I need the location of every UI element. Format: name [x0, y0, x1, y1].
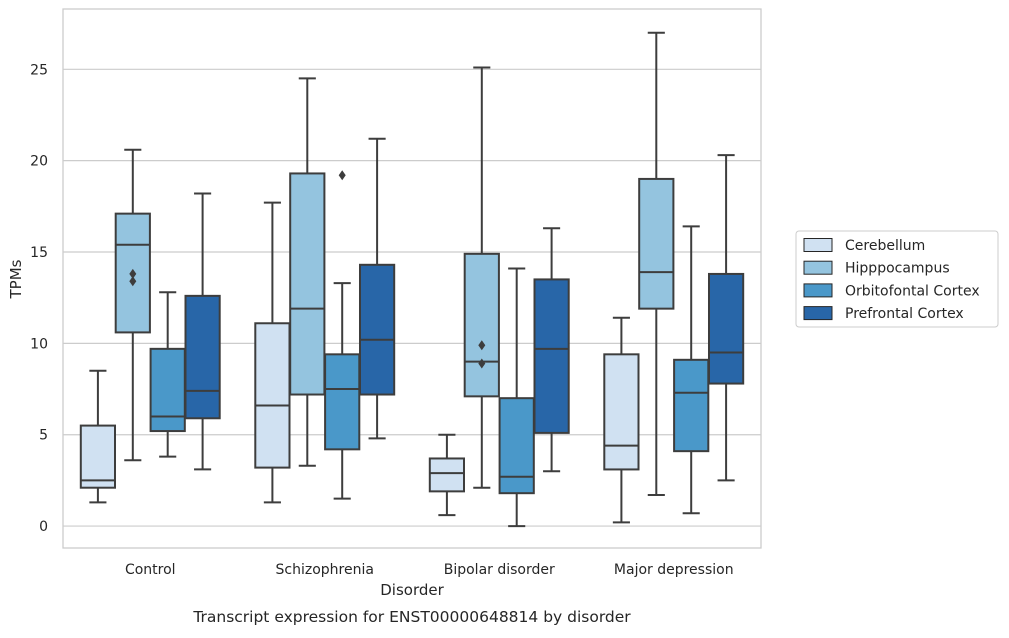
- outlier-point: [129, 268, 137, 279]
- x-axis-ticks: Control Schizophrenia Bipolar disorder Majo…: [125, 562, 734, 578]
- x-tick-label: Major depression: [614, 562, 734, 578]
- box-cerebellum-1: [254, 201, 291, 504]
- y-tick-label: 0: [39, 519, 48, 535]
- box-iqr: [603, 353, 640, 471]
- box-iqr: [149, 347, 186, 433]
- legend-swatch: [803, 260, 833, 275]
- y-tick-label: 5: [39, 428, 48, 444]
- box-iqr: [358, 263, 396, 396]
- box-cerebellum-2: [428, 433, 466, 517]
- box-iqr: [254, 322, 291, 469]
- box-iqr: [463, 252, 500, 398]
- box-iqr: [428, 457, 466, 493]
- chart-caption: Transcript expression for ENST0000064881…: [192, 608, 631, 626]
- outlier-point: [129, 276, 137, 287]
- box-iqr: [184, 294, 221, 420]
- box-orbitofontal-cortex-3: [673, 225, 710, 515]
- legend: Cerebellum Hipppocampus Orbitofontal Corte…: [795, 230, 999, 328]
- legend-label: Orbitofontal Cortex: [845, 283, 980, 299]
- legend-swatch: [803, 238, 833, 252]
- box-orbitofontal-cortex-1: [324, 170, 361, 500]
- box-orbitofontal-cortex-0: [149, 291, 186, 458]
- y-tick-label: 20: [30, 154, 48, 170]
- box-iqr: [707, 272, 745, 385]
- outlier-point: [478, 340, 486, 351]
- box-iqr: [498, 397, 535, 495]
- box-hipppocampus-3: [638, 31, 675, 497]
- x-tick-label: Control: [125, 562, 176, 578]
- legend-items: Cerebellum Hipppocampus Orbitofontal Corte…: [803, 238, 980, 322]
- grid-lines: [63, 68, 761, 527]
- y-axis-ticks: 0 5 10 15 20 25: [30, 62, 48, 535]
- box-iqr: [79, 424, 117, 489]
- box-hipppocampus-1: [289, 77, 326, 467]
- x-tick-label: Schizophrenia: [276, 562, 374, 578]
- box-prefrontal-cortex-2: [533, 227, 570, 473]
- y-tick-label: 10: [30, 336, 48, 352]
- box-iqr: [533, 278, 570, 434]
- legend-swatch: [803, 283, 833, 298]
- box-iqr: [638, 177, 675, 310]
- outlier-point: [338, 170, 346, 181]
- box-iqr: [673, 358, 710, 453]
- legend-label: Hipppocampus: [845, 261, 950, 277]
- legend-frame: [795, 230, 999, 328]
- box-iqr: [289, 172, 326, 396]
- box-orbitofontal-cortex-2: [498, 267, 535, 528]
- box-prefrontal-cortex-3: [707, 154, 745, 482]
- legend-swatch: [803, 306, 833, 321]
- outlier-point: [478, 358, 486, 369]
- y-tick-label: 15: [30, 245, 48, 261]
- legend-label: Cerebellum: [845, 238, 925, 254]
- x-axis-label: Disorder: [380, 581, 444, 599]
- legend-label: Prefrontal Cortex: [845, 306, 964, 322]
- y-tick-label: 25: [30, 62, 48, 78]
- box-hipppocampus-0: [114, 148, 151, 462]
- y-axis-label: TPMs: [7, 259, 25, 299]
- x-tick-label: Bipolar disorder: [444, 562, 555, 578]
- box-prefrontal-cortex-0: [184, 192, 221, 471]
- plot-frame: [62, 8, 762, 549]
- box-prefrontal-cortex-1: [358, 137, 396, 440]
- box-hipppocampus-2: [463, 66, 500, 489]
- box-cerebellum-3: [603, 316, 640, 524]
- box-cerebellum-0: [79, 369, 117, 504]
- box-iqr: [324, 353, 361, 451]
- boxes-layer: [79, 31, 745, 528]
